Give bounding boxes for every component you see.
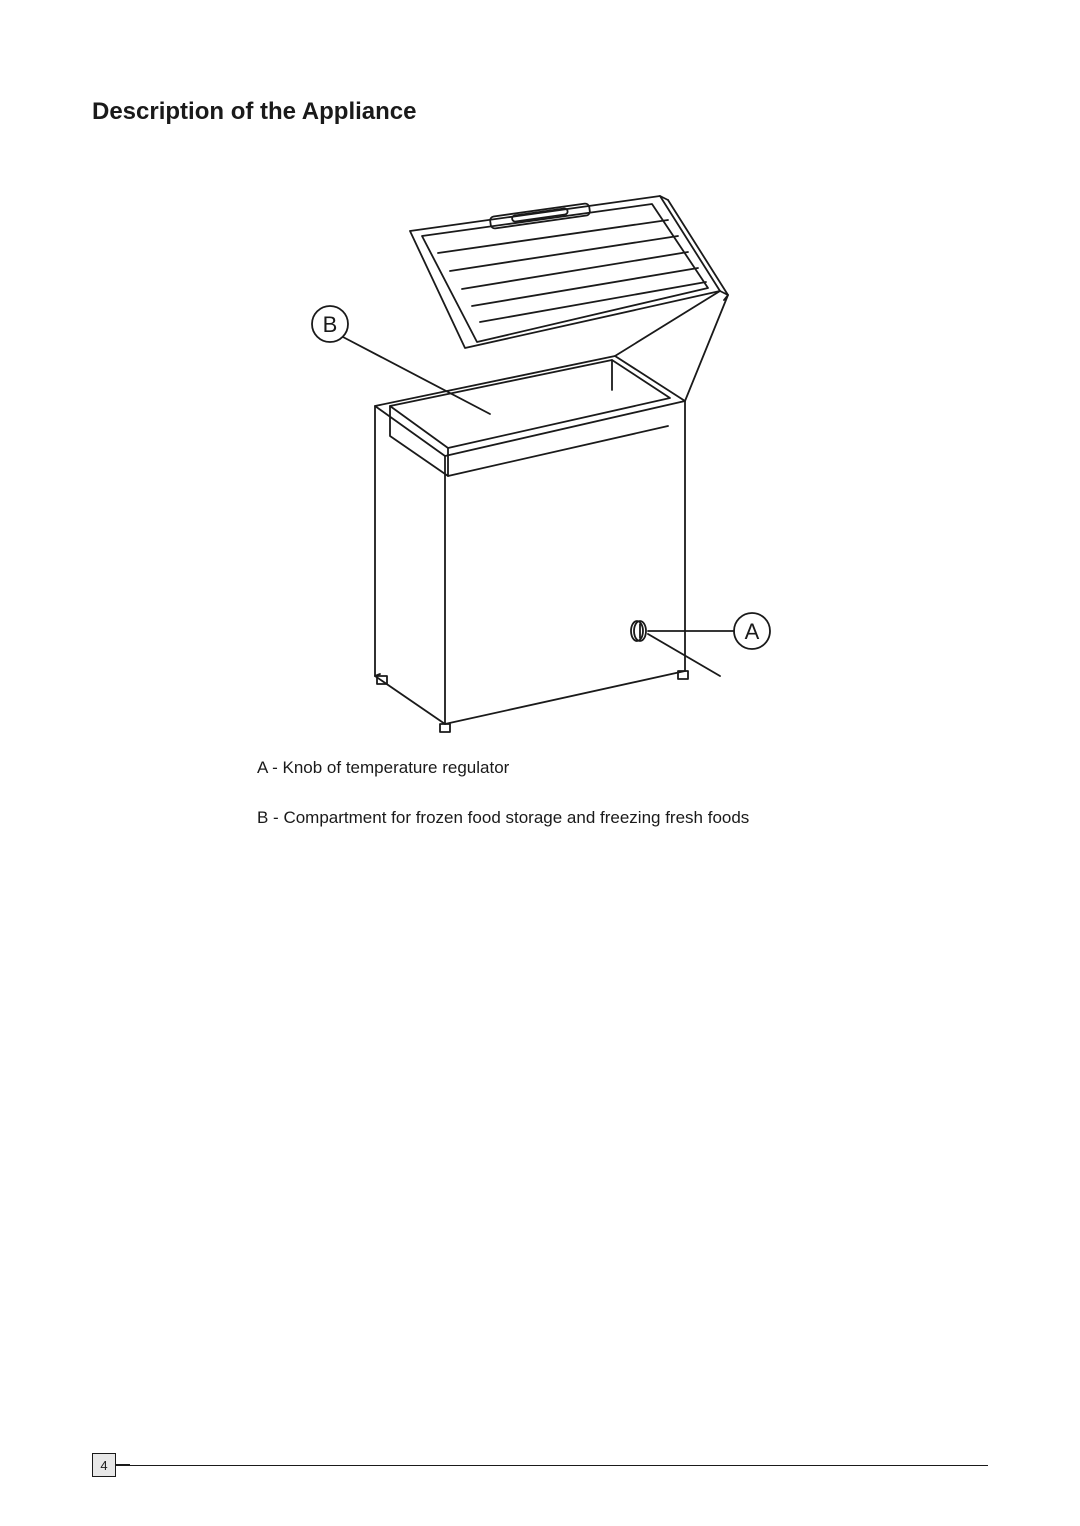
legend-item-b: B - Compartment for frozen food storage … (257, 806, 988, 830)
legend: A - Knob of temperature regulator B - Co… (257, 756, 988, 830)
page-number: 4 (100, 1458, 107, 1473)
callout-a-label: A (745, 619, 760, 644)
page-number-box: 4 (92, 1453, 116, 1477)
callout-b-label: B (323, 312, 338, 337)
page-footer: 4 (92, 1465, 988, 1466)
page-number-tick (116, 1464, 130, 1466)
footer-rule (92, 1465, 988, 1466)
appliance-diagram: A B (280, 176, 800, 736)
page: Description of the Appliance (0, 0, 1080, 1526)
legend-item-a: A - Knob of temperature regulator (257, 756, 988, 780)
diagram-container: A B (92, 176, 988, 736)
section-heading: Description of the Appliance (92, 98, 988, 126)
